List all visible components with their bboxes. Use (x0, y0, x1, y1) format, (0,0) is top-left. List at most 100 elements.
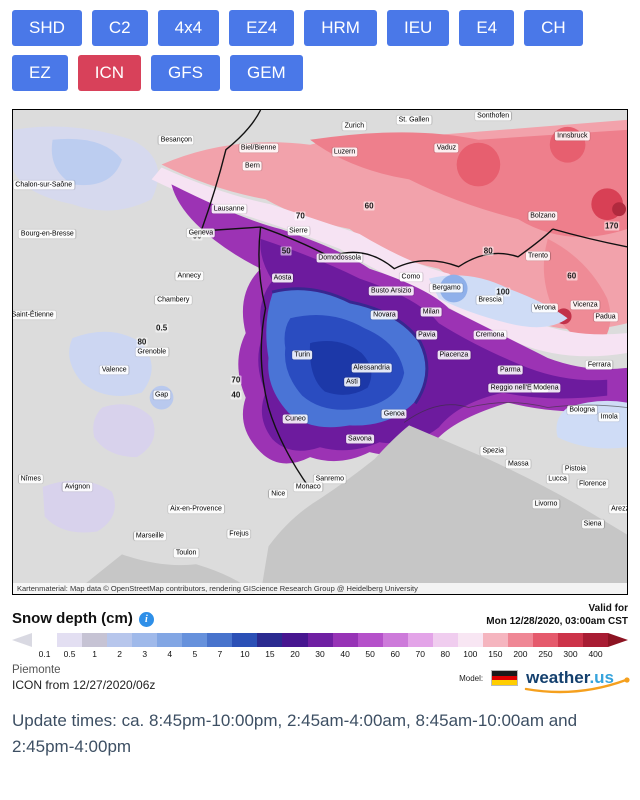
contour-value-label: 50 (280, 246, 292, 256)
model-tab-c2[interactable]: C2 (91, 10, 148, 46)
city-label: Genoa (381, 409, 407, 419)
city-label: Marseille (133, 531, 166, 541)
contour-value-label: 70 (294, 211, 306, 221)
city-label: Turin (292, 350, 313, 360)
brand-primary: weather (526, 668, 590, 687)
legend-step: 10 (232, 633, 258, 659)
city-label: Saint-Étienne (13, 310, 56, 320)
info-icon[interactable]: i (138, 612, 154, 627)
contour-value-label: 0.5 (155, 323, 169, 333)
city-label: Bern (243, 161, 262, 171)
city-label: Sonthofen (475, 111, 512, 121)
city-label: Bergamo (430, 283, 463, 293)
city-label: Sanremo (313, 474, 347, 484)
region-name: Piemonte (12, 664, 61, 676)
model-tab-ez4[interactable]: EZ4 (229, 10, 295, 46)
city-label: Pistoia (562, 464, 588, 474)
weather-us-logo[interactable]: weather.us (524, 668, 630, 694)
city-label: Lausanne (211, 204, 247, 214)
city-label: Annecy (175, 271, 203, 281)
city-label: Bolzano (528, 211, 558, 221)
map-attribution: Kartenmaterial: Map data © OpenStreetMap… (13, 583, 627, 594)
model-tab-icn[interactable]: ICN (77, 55, 142, 91)
city-label: Livorno (532, 499, 560, 509)
model-tab-gem[interactable]: GEM (229, 55, 303, 91)
legend-step: 1 (82, 633, 108, 659)
contour-value-label: 60 (363, 201, 375, 211)
contour-value-label: 80 (482, 246, 494, 256)
model-tab-4x4[interactable]: 4x4 (157, 10, 220, 46)
legend-step: 150 (482, 633, 508, 659)
model-label: Model: (459, 673, 484, 683)
contour-value-label: 100 (495, 287, 511, 297)
city-label: Valence (99, 365, 129, 375)
legend-step: 60 (382, 633, 408, 659)
legend-step: 100 (457, 633, 483, 659)
model-toolbar-row-2: EZ ICN GFS GEM (12, 55, 628, 91)
legend-step: 20 (282, 633, 308, 659)
contour-value-label: 60 (566, 271, 578, 281)
city-label: Avignon (62, 482, 93, 492)
city-label: Grenoble (135, 347, 169, 357)
model-tab-ieu[interactable]: IEU (386, 10, 450, 46)
city-label: Ferrara (585, 360, 613, 370)
city-label: Imola (598, 412, 620, 422)
city-label: Nice (269, 489, 288, 499)
model-tab-ez[interactable]: EZ (12, 55, 68, 91)
city-label: Domodossola (316, 253, 364, 263)
legend-step: 70 (407, 633, 433, 659)
city-label: Monaco (293, 482, 323, 492)
legend-step: 80 (432, 633, 458, 659)
city-label: Innsbruck (555, 131, 590, 141)
city-label: Cuneo (283, 414, 308, 424)
legend-step: 15 (257, 633, 283, 659)
legend-step: 40 (332, 633, 358, 659)
map-shading (13, 110, 627, 594)
city-label: St. Gallen (396, 115, 432, 125)
city-label: Bologna (567, 405, 598, 415)
city-label: Milan (420, 307, 442, 317)
city-label: Asti (344, 377, 360, 387)
city-label: Nîmes (18, 474, 43, 484)
city-label: Biel/Bienne (238, 143, 279, 153)
city-label: Gap (152, 390, 171, 400)
city-label: Arezzo (609, 504, 627, 514)
city-label: Cremona (473, 330, 507, 340)
model-tab-e4[interactable]: E4 (459, 10, 515, 46)
logo-swoosh-icon (524, 677, 630, 694)
valid-time: Valid for Mon 12/28/2020, 03:00am CST (486, 602, 628, 628)
valid-for-label: Valid for (588, 603, 628, 614)
city-label: Toulon (173, 548, 199, 558)
brand-suffix: .us (589, 668, 614, 687)
model-tab-ch[interactable]: CH (524, 10, 583, 46)
city-label: Chambery (155, 295, 192, 305)
city-label: Zurich (342, 121, 367, 131)
city-label: Frejus (227, 529, 251, 538)
scale-arrow-left (12, 633, 32, 647)
model-tab-hrm[interactable]: HRM (304, 10, 377, 46)
city-label: Besançon (158, 135, 194, 145)
legend-step: 30 (307, 633, 333, 659)
contour-value-label: 70 (230, 375, 242, 385)
city-label: Geneva (186, 228, 216, 238)
legend-step: 300 (557, 633, 584, 659)
model-toolbar-row-1: SHD C2 4x4 EZ4 HRM IEU E4 CH (12, 10, 628, 46)
city-label: Modena (531, 383, 561, 393)
city-label: Pavia (416, 330, 438, 340)
model-tab-shd[interactable]: SHD (12, 10, 82, 46)
city-label: Como (399, 272, 423, 282)
city-label: Aix-en-Provence (168, 504, 224, 514)
model-tab-gfs[interactable]: GFS (151, 55, 220, 91)
city-label: Savona (346, 434, 374, 444)
city-label: Florence (576, 479, 609, 489)
legend-step: 3 (132, 633, 158, 659)
legend-step: 50 (357, 633, 383, 659)
city-label: Vaduz (434, 143, 459, 153)
german-flag-icon (491, 670, 519, 686)
city-label: Verona (531, 303, 558, 313)
legend-step: 250 (532, 633, 558, 659)
valid-datetime: Mon 12/28/2020, 03:00am CST (486, 616, 628, 627)
city-label: Novara (371, 310, 398, 320)
update-times-text: Update times: ca. 8:45pm-10:00pm, 2:45am… (12, 711, 578, 757)
